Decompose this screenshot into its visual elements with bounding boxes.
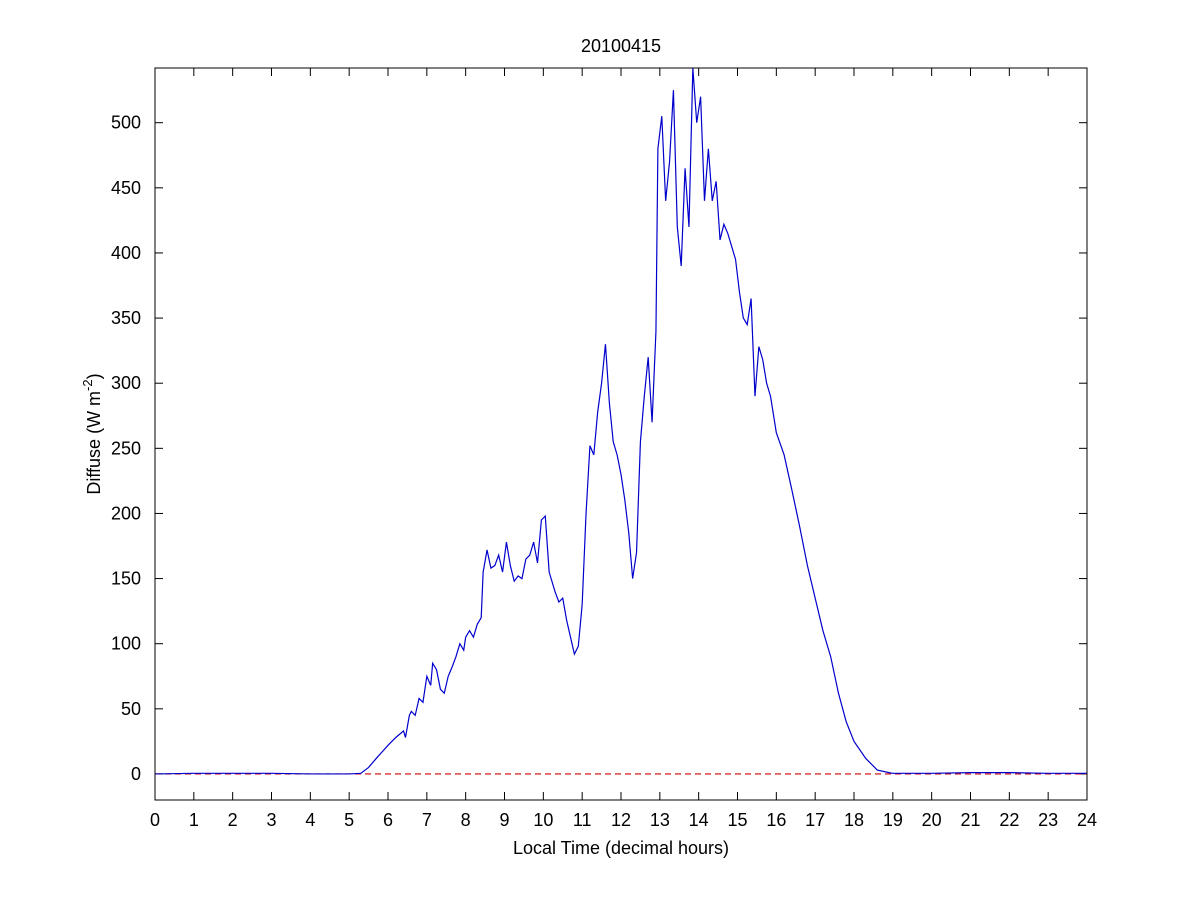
y-tick-label: 450 — [111, 178, 141, 198]
x-tick-label: 0 — [150, 810, 160, 830]
y-tick-label: 150 — [111, 569, 141, 589]
x-tick-label: 9 — [499, 810, 509, 830]
plot-frame — [154, 67, 1088, 801]
data-line — [155, 68, 1087, 775]
x-tick-label: 8 — [461, 810, 471, 830]
y-label-end: ) — [84, 373, 104, 379]
x-tick-label: 20 — [922, 810, 942, 830]
x-tick-label: 17 — [805, 810, 825, 830]
x-tick-label: 23 — [1038, 810, 1058, 830]
x-tick-label: 4 — [305, 810, 315, 830]
y-tick-label: 0 — [131, 764, 141, 784]
y-tick-label: 250 — [111, 438, 141, 458]
x-tick-label: 18 — [844, 810, 864, 830]
chart-title: 20100415 — [581, 36, 661, 56]
x-tick-label: 3 — [266, 810, 276, 830]
y-tick-label: 350 — [111, 308, 141, 328]
y-tick-label: 100 — [111, 634, 141, 654]
x-tick-label: 16 — [766, 810, 786, 830]
x-tick-label: 15 — [727, 810, 747, 830]
x-tick-label: 10 — [533, 810, 553, 830]
x-tick-label: 6 — [383, 810, 393, 830]
x-tick-label: 7 — [422, 810, 432, 830]
x-tick-label: 13 — [650, 810, 670, 830]
y-tick-label: 400 — [111, 243, 141, 263]
y-label-text: Diffuse (W m — [84, 391, 104, 495]
y-tick-label: 500 — [111, 113, 141, 133]
x-tick-label: 1 — [189, 810, 199, 830]
y-tick-label: 300 — [111, 373, 141, 393]
x-tick-label: 5 — [344, 810, 354, 830]
x-tick-label: 22 — [999, 810, 1019, 830]
x-tick-label: 12 — [611, 810, 631, 830]
x-tick-label: 2 — [228, 810, 238, 830]
x-axis-label: Local Time (decimal hours) — [513, 838, 729, 858]
y-axis-label: Diffuse (W m-2) — [80, 373, 104, 494]
x-tick-label: 11 — [573, 810, 592, 830]
x-tick-label: 24 — [1077, 810, 1097, 830]
x-tick-label: 14 — [689, 810, 709, 830]
x-tick-label: 19 — [883, 810, 903, 830]
y-tick-label: 50 — [121, 699, 141, 719]
y-tick-label: 200 — [111, 503, 141, 523]
x-tick-label: 21 — [960, 810, 980, 830]
y-label-sup: -2 — [80, 379, 95, 391]
